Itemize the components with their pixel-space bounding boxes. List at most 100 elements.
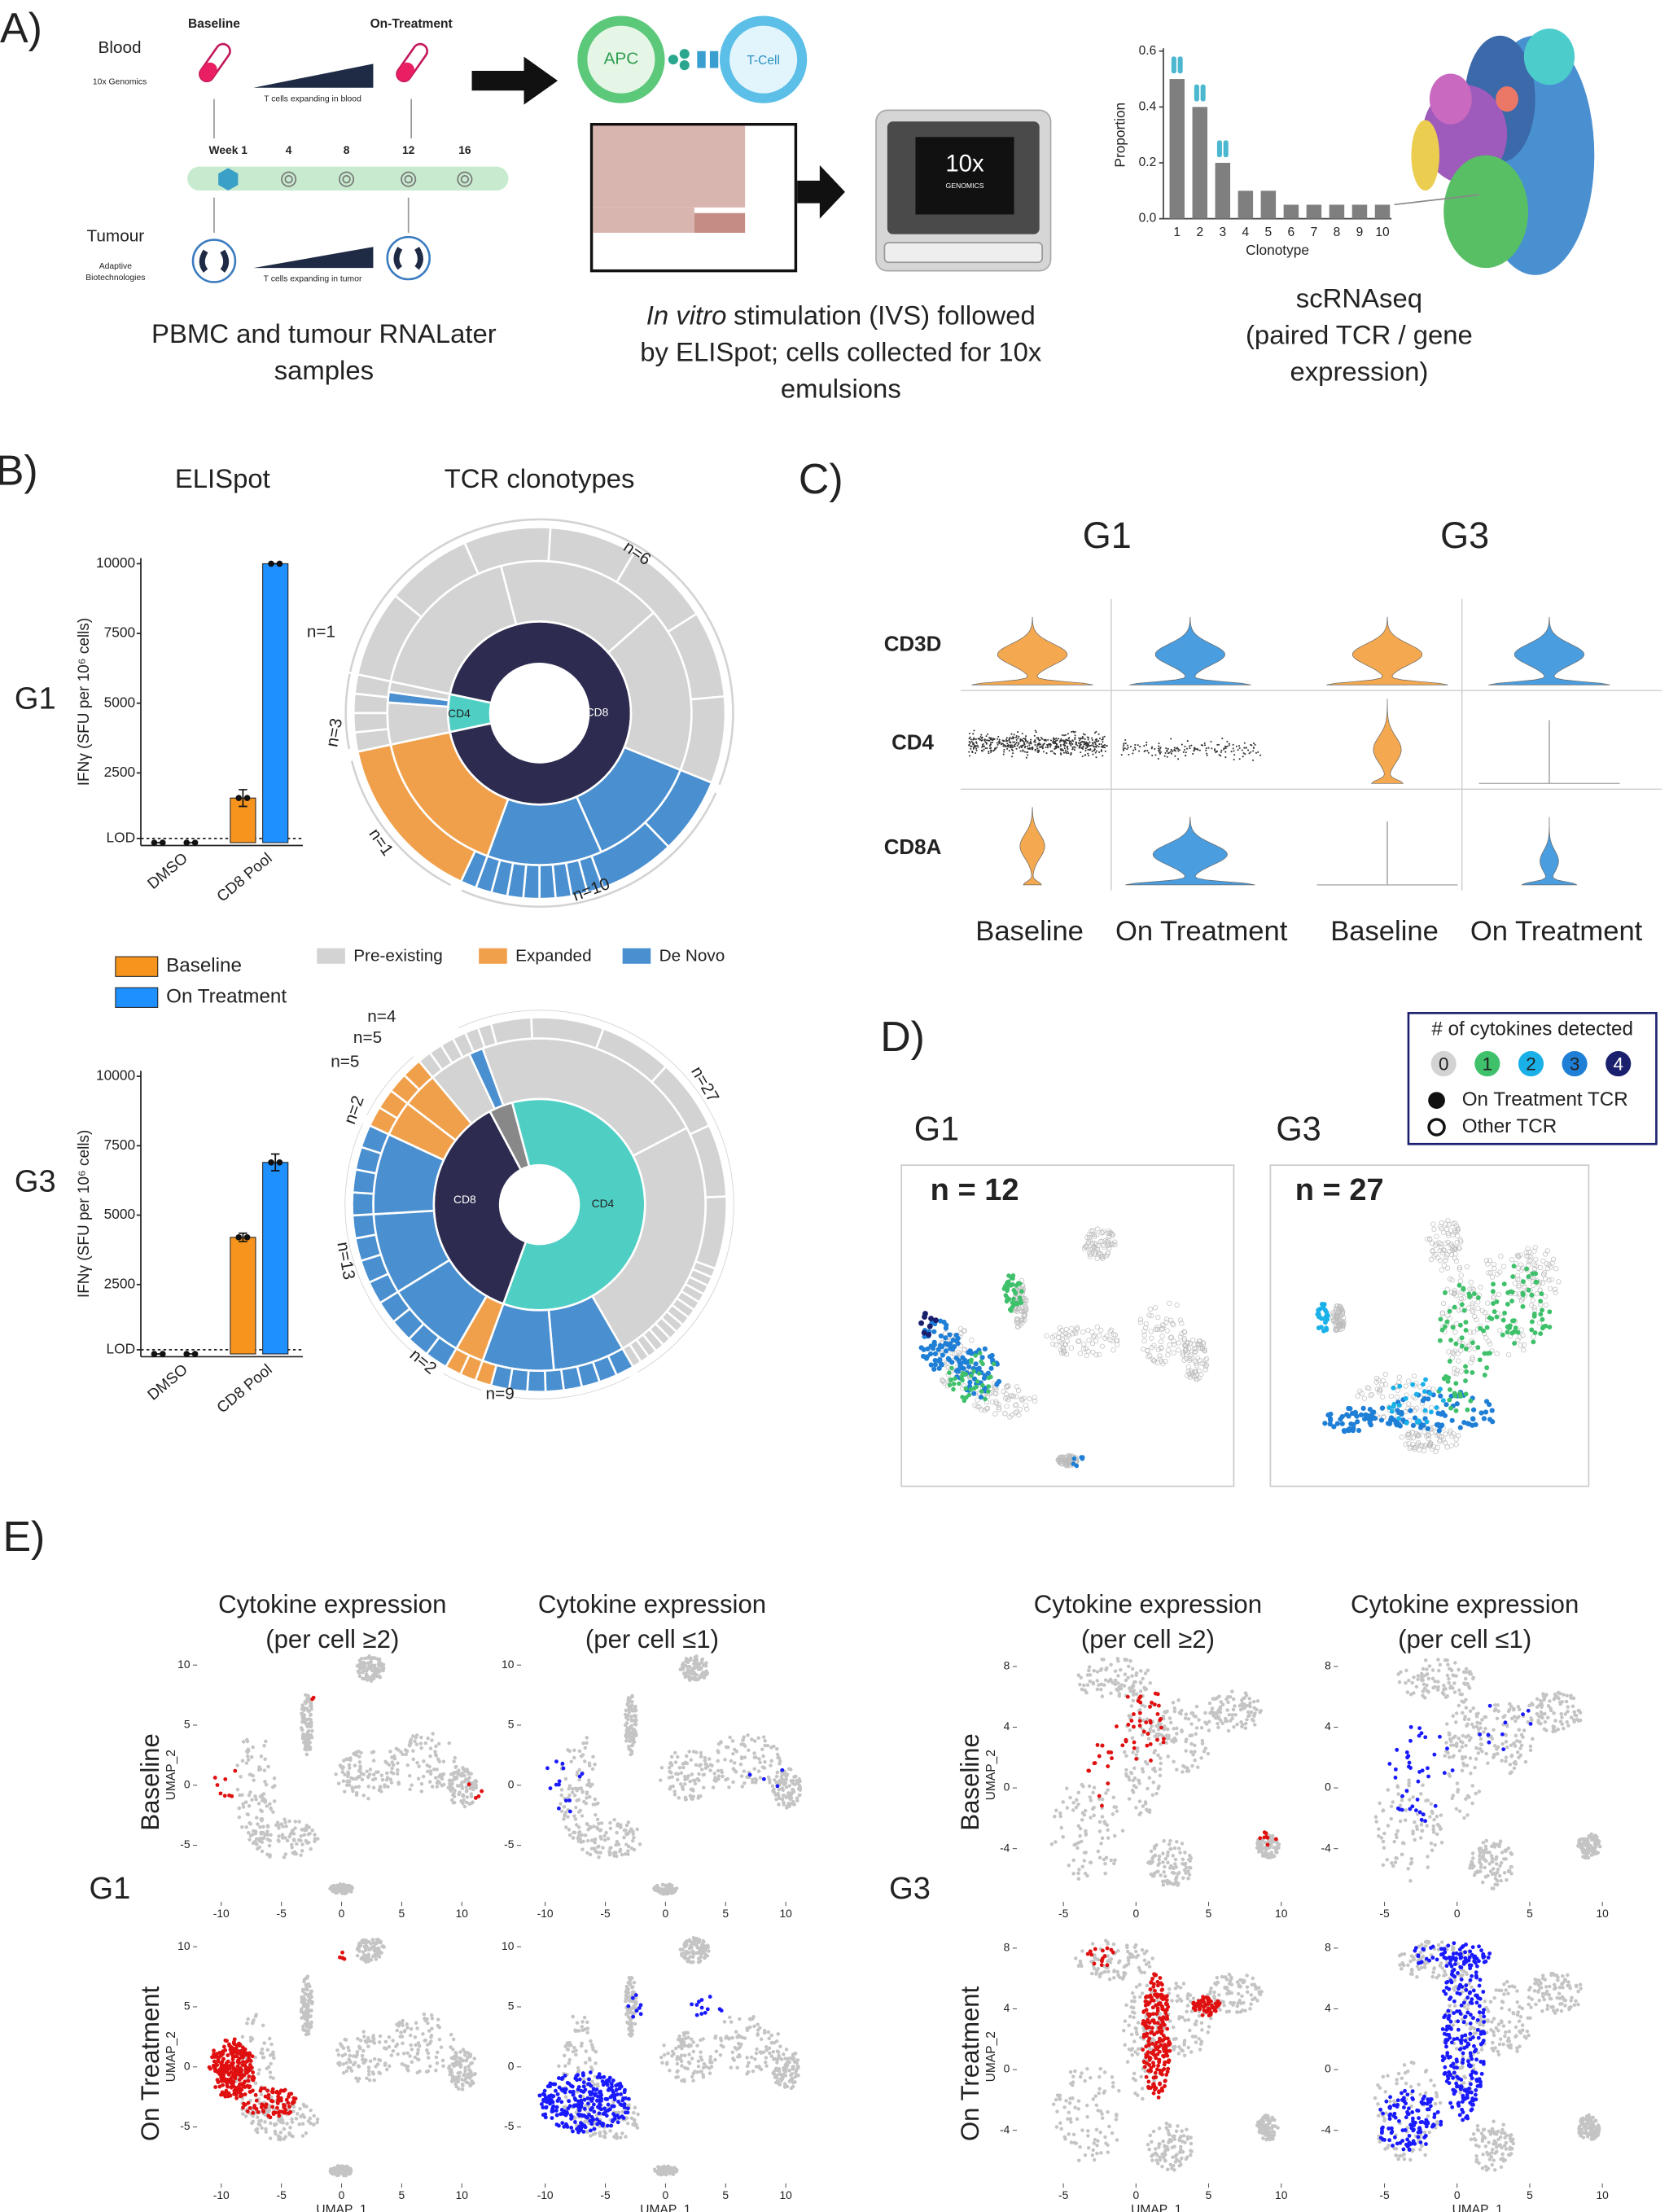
cell-dot	[472, 1779, 477, 1784]
cell-dot	[1164, 1328, 1170, 1334]
cell-dot	[1547, 1309, 1553, 1315]
cell-dot	[447, 1741, 452, 1746]
cell-dot	[1202, 1346, 1207, 1351]
cell-dot	[1202, 1364, 1209, 1369]
cell-dot	[377, 2040, 382, 2044]
cell-dot	[408, 2054, 412, 2058]
expression-dot	[1060, 753, 1062, 756]
cell-dot	[302, 1715, 307, 1720]
cell-dot	[223, 1777, 228, 1781]
expression-dot	[1088, 755, 1090, 757]
cell-dot	[1194, 1363, 1200, 1369]
cell-dot	[787, 1784, 791, 1788]
cell-dot	[960, 1355, 966, 1360]
expression-dot	[1220, 751, 1222, 753]
expression-dot	[1065, 751, 1067, 753]
cell-dot	[938, 1333, 944, 1339]
expression-dot	[989, 738, 992, 741]
column-header: Cytokine expression	[538, 1590, 766, 1618]
cell-dot	[1482, 1373, 1487, 1378]
expression-dot	[1220, 755, 1222, 757]
bar	[262, 1162, 289, 1355]
cell-dot	[949, 1365, 954, 1371]
expression-dot	[1062, 751, 1065, 754]
cell-dot	[716, 1759, 720, 1763]
cell-dot	[690, 1667, 695, 1671]
cell-dot	[659, 1766, 664, 1770]
cell-dot	[344, 2038, 348, 2042]
cell-dot	[672, 1793, 677, 1797]
expression-dot	[1093, 749, 1096, 751]
cell-dot	[343, 2052, 348, 2057]
cell-dot	[434, 1744, 438, 1749]
expression-dot	[1158, 750, 1160, 752]
umap-3d	[1411, 28, 1595, 275]
cell-dot	[1539, 1291, 1544, 1297]
expression-dot	[1103, 747, 1106, 749]
cell-dot	[980, 1382, 985, 1388]
cell-dot	[457, 1768, 461, 1772]
cell-dot	[1487, 1417, 1493, 1422]
cell-dot	[932, 1362, 938, 1368]
cell-dot	[468, 2083, 472, 2088]
x-tick-label: -10	[537, 1907, 554, 1920]
cell-dot	[1147, 1306, 1154, 1312]
expression-dot	[1094, 751, 1097, 754]
cell-dot	[626, 1713, 630, 1718]
cell-dot	[245, 2021, 249, 2026]
cell-dot	[973, 1353, 978, 1358]
expression-dot	[1129, 746, 1132, 748]
cell-dot	[273, 2122, 277, 2127]
expression-dot	[1052, 741, 1054, 743]
expression-dot	[1243, 742, 1246, 744]
cell-dot	[469, 2074, 473, 2078]
cell-dot	[361, 1950, 366, 1954]
cell-dot	[464, 1789, 469, 1794]
expression-dot	[1194, 747, 1196, 749]
label: Biotechnologies	[85, 274, 145, 283]
cell-dot	[971, 1391, 977, 1396]
expression-dot	[1144, 749, 1146, 751]
cell-dot	[260, 2047, 265, 2052]
expression-dot	[975, 751, 977, 755]
expression-dot	[1058, 738, 1060, 740]
expression-dot	[1093, 745, 1095, 747]
cell-dot	[426, 1736, 430, 1741]
expression-dot	[1064, 749, 1067, 751]
expression-dot	[1252, 742, 1255, 745]
cell-dot	[1423, 1377, 1428, 1382]
cell-dot	[413, 2035, 418, 2039]
y-tick-label: 5	[508, 1718, 515, 1731]
cell-dot	[1427, 1391, 1433, 1396]
cell-dot	[624, 1721, 629, 1725]
expression-dot	[1056, 739, 1058, 742]
cell-dot	[389, 1781, 394, 1785]
cell-dot	[1439, 1422, 1445, 1428]
cell-dot	[1146, 1312, 1152, 1318]
cell-dot	[1202, 1367, 1208, 1373]
expression-dot	[1054, 745, 1057, 747]
cell-dot	[977, 1351, 983, 1356]
cell-dot	[947, 1382, 953, 1387]
cell-dot	[630, 1744, 634, 1748]
cell-dot	[300, 1827, 305, 1832]
cell-dot	[1167, 1342, 1172, 1348]
cell-dot	[251, 1745, 255, 1750]
cell-dot	[1027, 1396, 1032, 1402]
cell-dot	[632, 1835, 636, 1840]
cell-dot	[924, 1354, 931, 1360]
cell-dot	[589, 1838, 594, 1842]
cell-dot	[1358, 1412, 1365, 1417]
cell-dot	[597, 1855, 601, 1859]
cell-dot	[277, 1826, 281, 1830]
cell-dot	[554, 1759, 559, 1764]
cell-dot	[306, 1709, 310, 1713]
expression-dot	[1054, 753, 1057, 756]
cell-dot	[357, 2044, 361, 2049]
tumour-wedge	[253, 247, 374, 269]
cell-dot	[1396, 1403, 1402, 1408]
cell-dot	[244, 1824, 248, 1829]
legend-label: 4	[1613, 1053, 1623, 1074]
expression-dot	[1079, 742, 1081, 745]
expression-dot	[979, 738, 981, 741]
